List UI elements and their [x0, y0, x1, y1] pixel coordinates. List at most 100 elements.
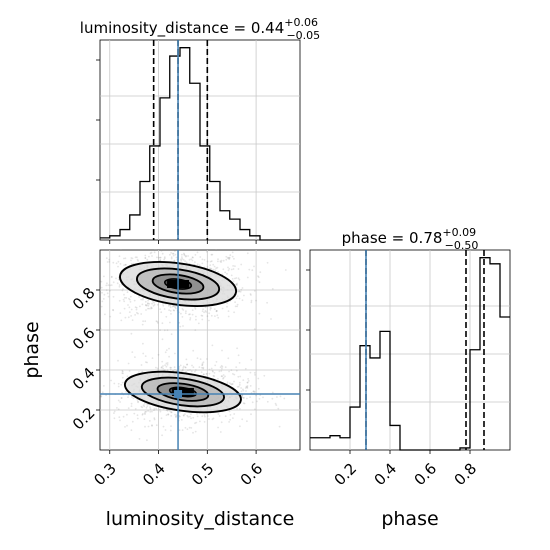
scatter-point	[131, 319, 134, 321]
scatter-point	[187, 416, 190, 418]
hist-phase-quantiles	[365, 250, 485, 450]
scatter-point	[173, 259, 176, 262]
scatter-point	[224, 366, 227, 369]
scatter-point	[201, 366, 203, 369]
scatter-point	[165, 365, 168, 368]
scatter-point	[194, 306, 196, 309]
scatter-point	[103, 385, 105, 387]
scatter-point	[116, 282, 119, 285]
scatter-point	[118, 255, 121, 258]
scatter-point	[159, 410, 162, 413]
scatter-point	[159, 308, 162, 310]
scatter-point	[262, 396, 264, 399]
scatter-point	[214, 364, 217, 367]
scatter-point	[257, 275, 259, 277]
scatter-point	[278, 425, 281, 428]
scatter-point	[112, 309, 115, 312]
scatter-point	[181, 253, 183, 256]
scatter-point	[241, 394, 244, 397]
scatter-point	[212, 268, 215, 271]
scatter-point	[199, 358, 202, 360]
scatter-point	[159, 408, 161, 411]
scatter-point	[191, 256, 194, 259]
scatter-point	[100, 280, 103, 283]
scatter-point	[121, 372, 124, 374]
scatter-point	[182, 414, 185, 416]
scatter-point	[145, 304, 148, 307]
scatter-point	[145, 309, 147, 311]
scatter-point	[145, 361, 147, 363]
scatter-point	[170, 415, 173, 417]
scatter-point	[145, 304, 147, 306]
scatter-point	[257, 377, 260, 380]
scatter-point	[201, 364, 204, 367]
scatter-point	[202, 366, 205, 369]
scatter-point	[147, 302, 149, 305]
scatter-point	[194, 329, 197, 331]
scatter-point	[216, 314, 219, 317]
scatter-point	[271, 288, 274, 290]
scatter-point	[172, 254, 175, 257]
scatter-point	[162, 367, 165, 370]
scatter-point	[117, 278, 120, 281]
scatter-point	[146, 361, 149, 364]
scatter-point	[123, 307, 126, 310]
scatter-point	[190, 427, 193, 429]
scatter-point	[266, 400, 269, 403]
scatter-point	[194, 430, 197, 433]
scatter-point	[115, 262, 118, 265]
scatter-point	[215, 309, 218, 312]
scatter-point	[201, 315, 204, 317]
scatter-point	[168, 347, 170, 350]
tick-label-phase: 0.6	[411, 460, 441, 490]
scatter-point	[173, 309, 176, 312]
scatter-point	[189, 415, 191, 418]
scatter-point	[236, 305, 239, 308]
scatter-point	[127, 407, 130, 410]
scatter-point	[208, 372, 211, 375]
scatter-point	[220, 261, 223, 263]
scatter-point	[196, 251, 199, 254]
scatter-point	[209, 307, 212, 309]
scatter-point	[250, 294, 252, 296]
scatter-point	[123, 297, 126, 299]
tick-label-phase-y: 0.8	[69, 284, 99, 314]
scatter-point	[227, 257, 230, 260]
scatter-point	[137, 260, 140, 262]
scatter-point	[184, 366, 187, 369]
scatter-point	[122, 372, 124, 375]
scatter-point	[247, 380, 250, 382]
scatter-point	[139, 305, 141, 308]
scatter-point	[226, 302, 229, 305]
scatter-point	[167, 305, 170, 307]
scatter-point	[169, 304, 172, 307]
scatter-point	[182, 325, 184, 327]
scatter-point	[152, 300, 154, 303]
scatter-point	[160, 311, 163, 314]
scatter-point	[185, 358, 188, 361]
scatter-point	[175, 415, 177, 418]
scatter-point	[162, 365, 164, 367]
title-minus: −0.50	[445, 239, 479, 252]
scatter-point	[225, 255, 228, 258]
scatter-point	[207, 415, 209, 417]
scatter-point	[162, 304, 165, 307]
scatter-point	[228, 410, 231, 413]
scatter-point	[181, 308, 184, 310]
scatter-point	[140, 364, 143, 366]
scatter-point	[183, 252, 185, 255]
scatter-point	[105, 284, 108, 287]
scatter-point	[211, 253, 214, 256]
scatter-point	[249, 293, 252, 295]
scatter-point	[226, 272, 228, 275]
scatter-point	[122, 415, 125, 418]
scatter-point	[238, 290, 240, 293]
scatter-point	[165, 349, 168, 351]
scatter-point	[133, 412, 136, 415]
scatter-point	[164, 369, 166, 371]
scatter-point	[182, 258, 185, 261]
scatter-point	[219, 366, 222, 369]
tick-label-ld: 0.3	[90, 460, 120, 490]
scatter-point	[151, 425, 153, 427]
